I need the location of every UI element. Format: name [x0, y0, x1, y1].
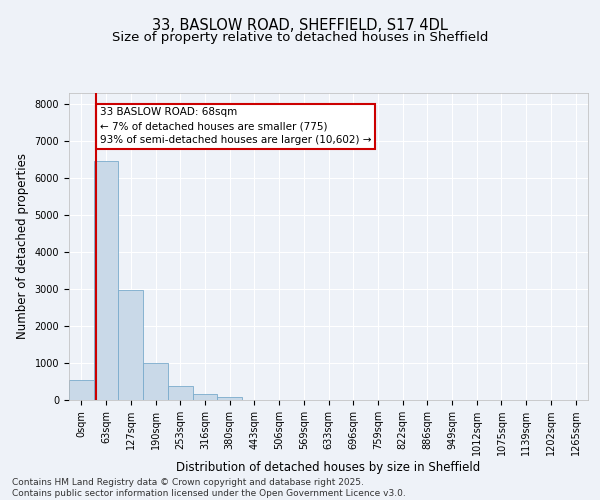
Bar — [94, 161, 118, 400]
Text: Contains HM Land Registry data © Crown copyright and database right 2025.
Contai: Contains HM Land Registry data © Crown c… — [12, 478, 406, 498]
Bar — [217, 396, 242, 400]
Text: 33, BASLOW ROAD, SHEFFIELD, S17 4DL: 33, BASLOW ROAD, SHEFFIELD, S17 4DL — [152, 18, 448, 32]
Bar — [143, 363, 168, 400]
Text: Size of property relative to detached houses in Sheffield: Size of property relative to detached ho… — [112, 31, 488, 44]
Bar — [193, 394, 217, 400]
Y-axis label: Number of detached properties: Number of detached properties — [16, 153, 29, 339]
Bar — [168, 386, 193, 400]
Text: 33 BASLOW ROAD: 68sqm
← 7% of detached houses are smaller (775)
93% of semi-deta: 33 BASLOW ROAD: 68sqm ← 7% of detached h… — [100, 108, 371, 146]
X-axis label: Distribution of detached houses by size in Sheffield: Distribution of detached houses by size … — [176, 461, 481, 474]
Bar — [118, 290, 143, 400]
Bar — [69, 380, 94, 400]
